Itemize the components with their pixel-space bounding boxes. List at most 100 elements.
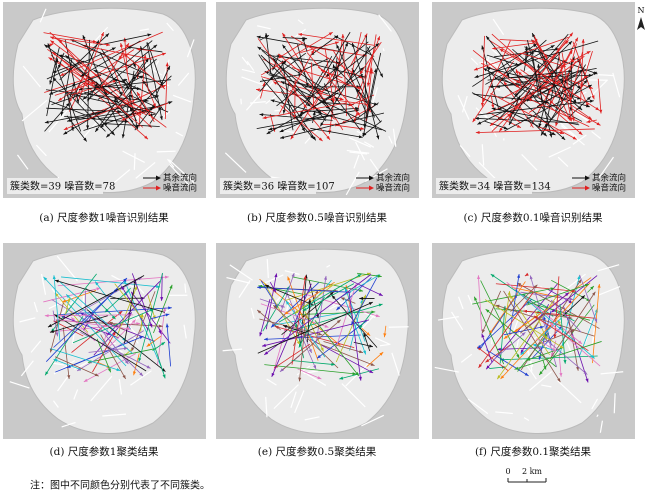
flow-line (534, 310, 548, 341)
flow-arrowhead (580, 84, 584, 89)
road (167, 158, 175, 168)
flow-arrowhead (302, 307, 307, 311)
flow-arrowhead (543, 316, 547, 321)
flow-line (514, 33, 569, 98)
flow-line (274, 325, 355, 349)
flow-line (299, 31, 351, 115)
stats: 簇类数=39 噪音数=78 (10, 180, 115, 193)
road (133, 153, 136, 170)
flow-arrowhead (121, 285, 125, 290)
flow-line (54, 81, 96, 96)
road (105, 169, 131, 191)
legend-arrowhead (585, 175, 590, 181)
stats-box (7, 178, 103, 194)
flow-line (527, 98, 590, 127)
flow-line (597, 78, 602, 114)
flow-line (259, 73, 303, 82)
road (457, 296, 464, 310)
flow-line (276, 54, 365, 78)
flow-arrowhead (132, 76, 137, 80)
road (434, 366, 459, 373)
flow-line (496, 296, 558, 380)
flow-line (299, 300, 324, 352)
flow-arrowhead (291, 273, 295, 278)
flow-arrowhead (49, 80, 53, 85)
flow-line (526, 283, 590, 306)
flow-arrowhead (303, 275, 307, 280)
flow-arrowhead (356, 111, 360, 116)
flow-arrowhead (312, 111, 316, 116)
flow-arrowhead (273, 81, 278, 85)
flow-arrowhead (139, 372, 144, 377)
flow-arrowhead (44, 314, 49, 318)
flow-line (154, 65, 171, 98)
flow-arrowhead (597, 283, 601, 288)
flow-arrowhead (507, 291, 511, 295)
flow-arrowhead (94, 83, 98, 88)
flow-line (524, 46, 598, 75)
road (388, 135, 393, 144)
road (304, 55, 312, 72)
flow-arrowhead (526, 357, 531, 361)
road (360, 313, 376, 330)
flow-line (258, 285, 304, 295)
flow-line (45, 277, 128, 362)
flow-line (44, 102, 71, 132)
flow-line (329, 42, 349, 86)
flow-arrowhead (119, 43, 123, 47)
flow-arrowhead (375, 43, 380, 47)
road (363, 141, 375, 148)
flow-line (257, 38, 308, 109)
flow-arrowhead (590, 286, 594, 290)
flow-line (50, 40, 167, 128)
flow-line (278, 273, 362, 323)
flow-line (558, 352, 562, 377)
flow-arrowhead (325, 105, 330, 109)
road (130, 370, 152, 386)
flow-arrowhead (137, 92, 141, 97)
flow-arrowhead (117, 109, 122, 114)
panel-caption: (b) 尺度参数0.5噪音识别结果 (247, 211, 387, 224)
flow-line (98, 111, 146, 120)
flow-line (269, 52, 307, 81)
road (35, 144, 47, 157)
flow-arrowhead (305, 82, 309, 87)
flow-arrowhead (517, 95, 520, 100)
flow-line (271, 283, 312, 377)
flow-line (144, 81, 157, 108)
flow-line (280, 80, 387, 132)
flow-arrowhead (146, 365, 151, 369)
road (529, 371, 553, 391)
flow-line (264, 274, 372, 356)
flow-line (474, 40, 599, 78)
flow-arrowhead (516, 124, 521, 128)
flow-arrowhead (560, 79, 565, 83)
flow-line (489, 55, 585, 127)
flow-line (342, 34, 348, 117)
flow-arrowhead (559, 372, 563, 377)
flow-line (44, 44, 136, 112)
flow-line (482, 40, 511, 103)
flow-line (592, 283, 600, 364)
flow-arrowhead (306, 102, 311, 107)
flow-line (57, 276, 169, 287)
road (22, 65, 41, 88)
flow-arrowhead (71, 317, 75, 322)
flow-arrowhead (145, 58, 149, 63)
flow-arrowhead (282, 44, 286, 49)
flow-arrowhead (50, 329, 54, 333)
flow-arrowhead (168, 306, 172, 310)
flow-arrowhead (532, 343, 537, 347)
flow-arrowhead (595, 106, 600, 111)
road (556, 380, 582, 404)
legend-label: 其余流向 (592, 173, 626, 184)
road (392, 128, 397, 147)
panel-caption: (c) 尺度参数0.1噪音识别结果 (463, 211, 603, 224)
flow-line (332, 49, 372, 113)
road (495, 411, 513, 415)
flow-arrowhead (264, 351, 269, 355)
flow-line (45, 89, 149, 102)
flow-arrowhead (133, 371, 137, 376)
flow-arrowhead (369, 67, 373, 72)
flow-arrowhead (352, 372, 357, 376)
